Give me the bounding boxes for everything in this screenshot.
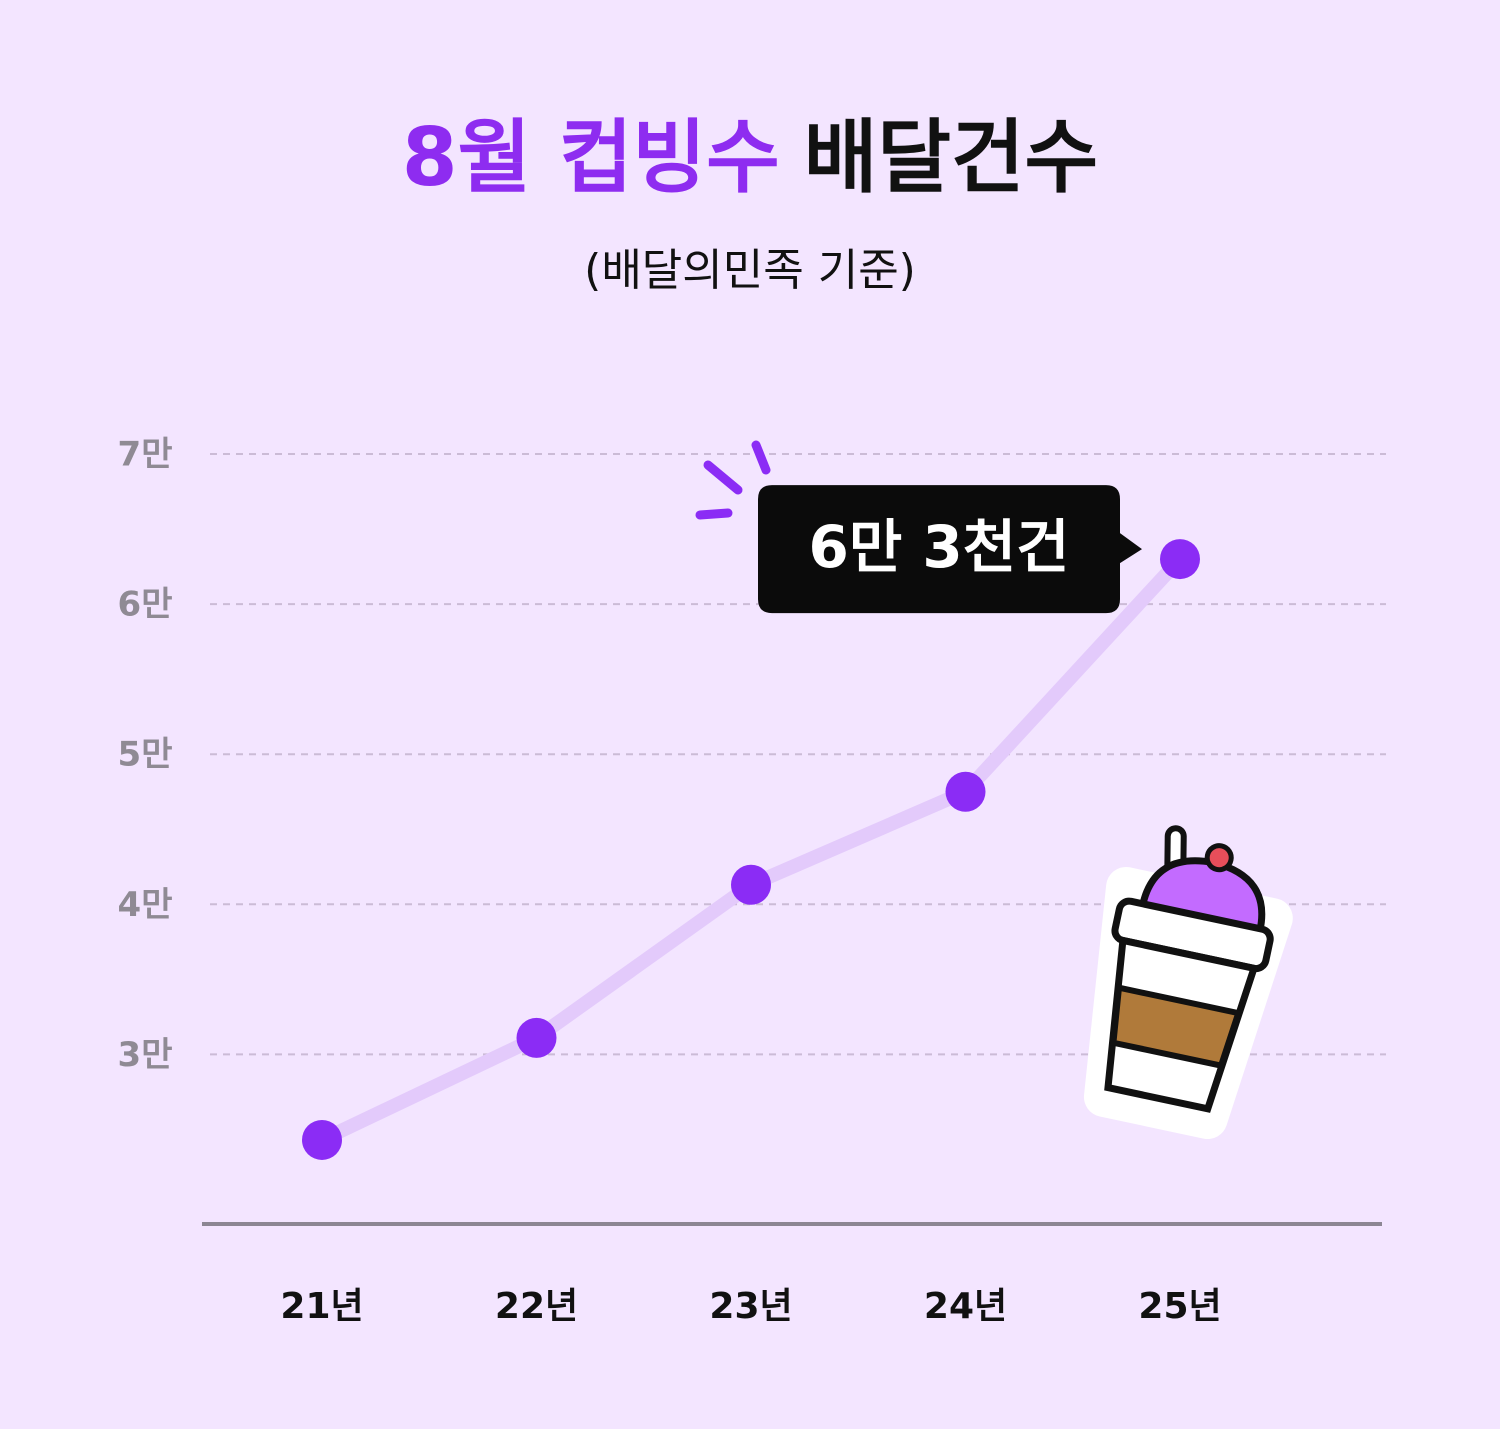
point bbox=[945, 771, 986, 812]
title-rest: 배달건수 bbox=[804, 111, 1098, 204]
y-tick-label: 5만 bbox=[118, 735, 173, 775]
x-tick-label: 23년 bbox=[709, 1286, 792, 1327]
subtitle: (배달의민족 기준) bbox=[584, 245, 916, 296]
y-tick-label: 6만 bbox=[118, 585, 173, 625]
point bbox=[516, 1017, 557, 1058]
y-tick-label: 4만 bbox=[118, 885, 173, 925]
point bbox=[302, 1119, 342, 1160]
x-tick-label: 25년 bbox=[1138, 1286, 1221, 1327]
x-tick-label: 24년 bbox=[924, 1286, 1007, 1327]
point bbox=[731, 864, 771, 905]
point bbox=[1160, 539, 1200, 580]
chart-title: 8월 컵빙수 배달건수 bbox=[402, 111, 1098, 204]
x-tick-label: 21년 bbox=[280, 1286, 363, 1327]
y-tick-label: 7만 bbox=[118, 435, 173, 475]
cup-illustration bbox=[1083, 825, 1293, 1139]
sparkle bbox=[695, 440, 771, 520]
title-highlight: 8월 컵빙수 bbox=[402, 111, 780, 204]
x-tick-label: 22년 bbox=[495, 1286, 578, 1327]
y-tick-label: 3만 bbox=[118, 1035, 173, 1075]
value-label: 6만 3천건 bbox=[809, 513, 1070, 581]
callout-box bbox=[758, 485, 1142, 614]
